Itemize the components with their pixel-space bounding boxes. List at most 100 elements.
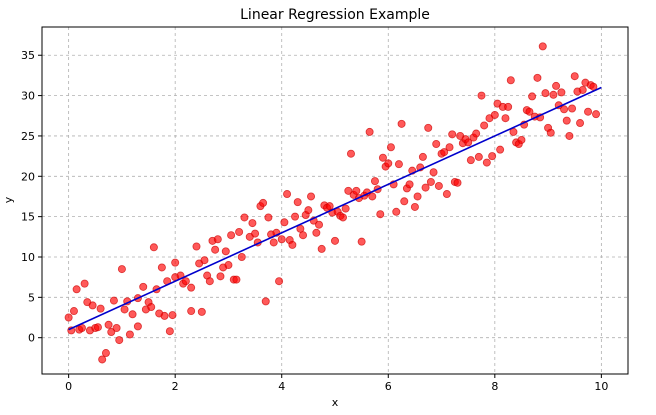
data-point — [304, 206, 313, 215]
data-point — [429, 168, 438, 177]
data-point — [69, 307, 78, 316]
data-point — [330, 236, 339, 245]
data-point — [109, 296, 118, 305]
data-point — [384, 159, 393, 168]
data-point — [80, 279, 89, 288]
data-point — [528, 92, 537, 101]
data-point — [187, 283, 196, 292]
data-point — [466, 156, 475, 165]
data-point — [240, 213, 249, 222]
axis-ticks: 0 2 4 6 8 10 0 5 10 15 20 25 30 35 — [21, 49, 608, 393]
data-point — [235, 227, 244, 236]
data-point — [160, 311, 169, 320]
data-point — [93, 323, 102, 332]
x-tick-label: 8 — [491, 380, 498, 393]
data-point — [549, 90, 558, 99]
data-point — [224, 261, 233, 270]
y-tick-label: 5 — [28, 291, 35, 304]
plot-frame — [41, 26, 629, 375]
data-point — [386, 143, 395, 152]
data-point — [168, 311, 177, 320]
data-point — [171, 258, 180, 267]
data-point — [269, 238, 278, 247]
data-point — [568, 104, 577, 113]
data-point — [261, 297, 270, 306]
y-tick-label: 20 — [21, 170, 35, 183]
data-point — [147, 303, 156, 312]
data-point — [392, 207, 401, 216]
data-point — [410, 202, 419, 211]
data-point — [307, 192, 316, 201]
data-point — [578, 85, 587, 94]
data-point — [341, 204, 350, 213]
data-point — [248, 219, 257, 228]
x-tick-label: 2 — [172, 380, 179, 393]
y-tick-label: 30 — [21, 90, 35, 103]
data-point — [187, 307, 196, 316]
y-tick-label: 25 — [21, 130, 35, 143]
data-point — [557, 88, 566, 97]
x-tick-label: 4 — [278, 380, 285, 393]
data-point — [394, 160, 403, 169]
data-point — [104, 320, 113, 329]
data-point — [227, 231, 236, 240]
data-point — [576, 119, 585, 128]
data-point — [448, 130, 457, 139]
data-point — [378, 153, 387, 162]
data-point — [338, 213, 347, 222]
data-point — [211, 245, 220, 254]
data-point — [506, 76, 515, 85]
data-point — [277, 235, 286, 244]
data-point — [200, 256, 209, 265]
data-point — [101, 349, 110, 358]
data-point — [315, 220, 324, 229]
data-point — [192, 242, 201, 251]
data-point — [490, 110, 499, 119]
data-point — [197, 307, 206, 316]
data-point — [464, 138, 473, 147]
data-point — [442, 190, 451, 199]
data-point — [133, 322, 142, 331]
data-point — [157, 263, 166, 272]
data-point — [482, 158, 491, 167]
data-point — [283, 190, 292, 199]
data-point — [312, 228, 321, 237]
data-point — [445, 143, 454, 152]
data-point — [501, 114, 510, 123]
regression-line-layer — [68, 86, 602, 331]
data-point — [592, 110, 601, 119]
data-point — [232, 275, 241, 284]
data-point — [149, 243, 158, 252]
x-tick-label: 0 — [65, 380, 72, 393]
data-point — [293, 198, 302, 207]
data-point — [453, 178, 462, 187]
data-point — [96, 304, 105, 313]
x-tick-label: 10 — [594, 380, 608, 393]
data-point — [541, 89, 550, 98]
data-point — [525, 107, 534, 116]
data-point — [299, 231, 308, 240]
data-point — [120, 305, 129, 314]
data-point — [552, 81, 561, 90]
data-point — [128, 310, 137, 319]
data-point — [421, 183, 430, 192]
data-point — [434, 181, 443, 190]
data-point — [533, 73, 542, 82]
y-tick-label: 15 — [21, 211, 35, 224]
data-point — [397, 119, 406, 128]
data-point — [275, 277, 284, 286]
data-point — [400, 197, 409, 206]
x-axis-label: x — [332, 396, 339, 409]
scatter-points — [64, 42, 601, 364]
data-point — [221, 247, 230, 256]
data-point — [565, 131, 574, 140]
data-point — [115, 336, 124, 345]
data-point — [368, 192, 377, 201]
data-point — [352, 186, 361, 195]
data-point — [570, 72, 579, 81]
data-point — [98, 355, 107, 364]
data-point — [496, 145, 505, 154]
data-point — [264, 213, 273, 222]
y-tick-label: 0 — [28, 332, 35, 345]
data-point — [424, 123, 433, 132]
